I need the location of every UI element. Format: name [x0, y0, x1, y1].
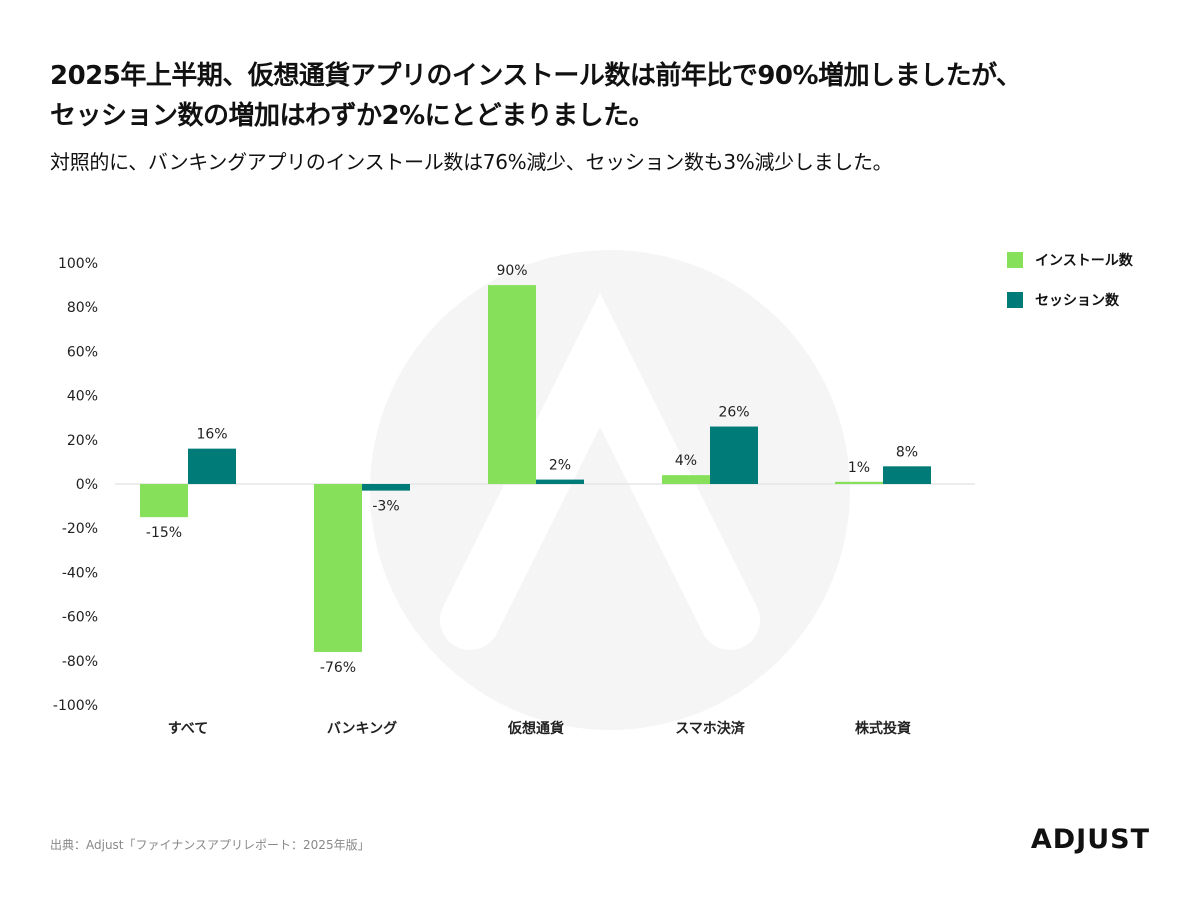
data-label: 8% — [896, 444, 918, 460]
data-label: 1% — [848, 460, 870, 476]
x-tick-label: すべて — [168, 721, 208, 737]
y-tick-label: 20% — [67, 433, 98, 449]
legend-swatch-install — [1007, 252, 1023, 268]
bar-install — [835, 481, 883, 484]
bar-install — [314, 484, 362, 652]
data-label: 4% — [675, 453, 697, 469]
data-label: 90% — [496, 263, 527, 279]
y-tick-label: -60% — [62, 610, 98, 626]
x-tick-label: バンキング — [327, 720, 397, 737]
chart-subtitle: 対照的に、バンキングアプリのインストール数は76%減少、セッション数も3%減少し… — [50, 150, 893, 174]
x-tick-label: スマホ決済 — [675, 720, 746, 737]
legend-item-session: セッション数 — [1007, 290, 1133, 310]
bar-install — [662, 475, 710, 484]
bar-install — [488, 285, 536, 484]
data-label: -3% — [372, 499, 399, 515]
data-label: -15% — [146, 525, 182, 541]
bar-session — [710, 426, 758, 484]
legend-swatch-session — [1007, 292, 1023, 308]
title-line-1: 2025年上半期、仮想通貨アプリのインストール数は前年比で90%増加しましたが、 — [50, 61, 1022, 91]
data-label: 2% — [549, 458, 571, 474]
y-tick-label: 100% — [58, 256, 98, 272]
y-tick-label: 80% — [67, 300, 98, 316]
adjust-logo: ADJUST — [1030, 824, 1150, 855]
bar-session — [188, 448, 236, 484]
data-label: 16% — [196, 427, 227, 443]
legend-label-install: インストール数 — [1035, 253, 1133, 269]
chart-title: 2025年上半期、仮想通貨アプリのインストール数は前年比で90%増加しましたが、… — [50, 56, 1150, 136]
watermark-logo — [370, 250, 850, 730]
data-label: 26% — [718, 405, 749, 421]
data-label: -76% — [320, 660, 356, 676]
legend-item-install: インストール数 — [1007, 250, 1133, 270]
y-tick-label: 40% — [67, 389, 98, 405]
x-tick-label: 仮想通貨 — [507, 720, 564, 737]
y-tick-label: -40% — [62, 565, 98, 581]
y-tick-label: 60% — [67, 344, 98, 360]
bar-session — [536, 479, 584, 484]
legend: インストール数 セッション数 — [1007, 250, 1133, 330]
source-note: 出典：Adjust「ファイナンスアプリレポート：2025年版」 — [50, 838, 370, 852]
bar-session — [883, 466, 931, 484]
y-tick-label: -80% — [62, 654, 98, 670]
bar-install — [140, 484, 188, 518]
y-tick-label: 0% — [76, 477, 98, 493]
bar-session — [362, 484, 410, 491]
legend-label-session: セッション数 — [1035, 293, 1119, 309]
y-tick-label: -20% — [62, 521, 98, 537]
y-tick-label: -100% — [53, 698, 98, 714]
x-tick-label: 株式投資 — [855, 720, 911, 737]
title-line-2: セッション数の増加はわずか2%にとどまりました。 — [50, 101, 655, 131]
